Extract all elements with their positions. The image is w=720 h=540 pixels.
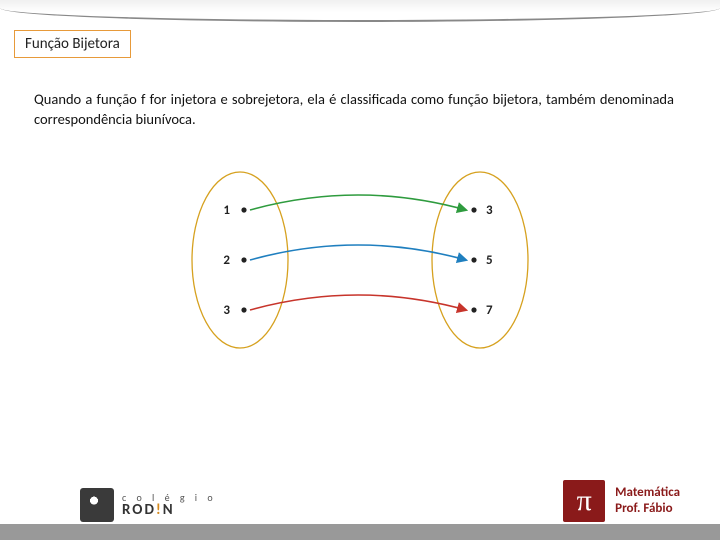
svg-text:1: 1: [223, 203, 230, 218]
svg-text:7: 7: [486, 303, 493, 318]
rodin-brand: ROD!N: [122, 503, 217, 518]
logo-rodin: c o l é g i o ROD!N: [80, 488, 217, 522]
rodin-icon: [80, 488, 114, 522]
bijection-diagram: 1 2 3 3 5 7: [180, 155, 540, 365]
svg-text:5: 5: [486, 253, 493, 268]
subject-label: Matemática: [615, 485, 680, 501]
svg-text:2: 2: [223, 253, 230, 268]
footer: c o l é g i o ROD!N π Matemática Prof. F…: [0, 480, 720, 540]
svg-text:3: 3: [486, 203, 493, 218]
body-paragraph: Quando a função f for injetora e sobreje…: [34, 90, 674, 129]
teacher-label: Prof. Fábio: [615, 501, 680, 517]
svg-text:3: 3: [223, 303, 230, 318]
right-text: Matemática Prof. Fábio: [615, 485, 680, 516]
top-decorative-band: [0, 0, 720, 22]
bottom-stripe: [0, 524, 720, 540]
rodin-text: c o l é g i o ROD!N: [122, 493, 217, 518]
logo-math: π Matemática Prof. Fábio: [563, 480, 680, 522]
pi-icon: π: [563, 480, 605, 522]
section-title: Função Bijetora: [14, 30, 131, 58]
